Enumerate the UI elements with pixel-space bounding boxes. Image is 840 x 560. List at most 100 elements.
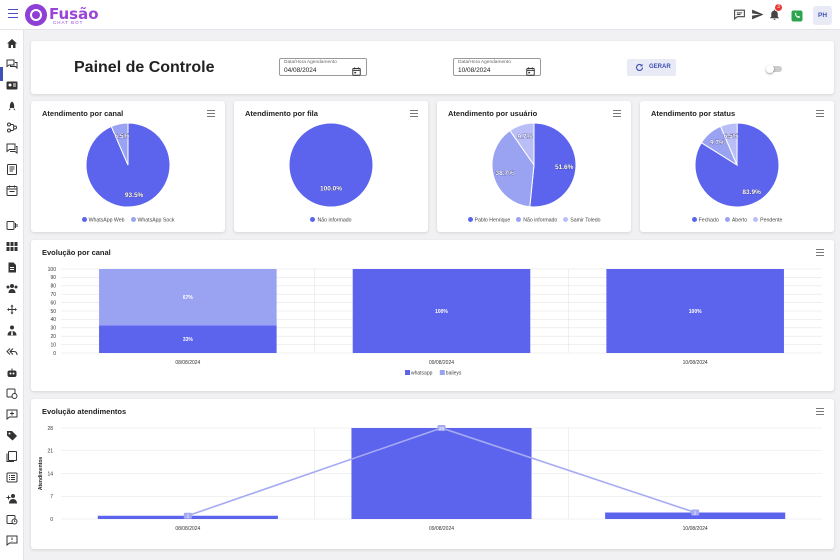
pie-card: Atendimento por status 83.9% 9.7% 6.5% Fecha… [640,101,834,232]
legend-item[interactable]: Não informado [516,217,557,224]
y-tick-label: 28 [47,426,53,432]
send-icon[interactable] [751,8,764,21]
toggle-switch[interactable] [766,64,782,73]
home-icon[interactable] [6,38,18,49]
pie-data-label: 83.9% [742,189,761,196]
pie-data-label: 6.5% [114,133,129,140]
chart-menu-icon[interactable] [613,110,621,117]
chart-menu-icon[interactable] [816,249,824,256]
pie-slice[interactable] [288,122,374,208]
y-tick-label: 100 [48,267,57,273]
brand-name: Fusão [49,5,99,23]
file-icon[interactable] [6,262,18,273]
schedule-icon[interactable] [6,388,18,399]
flow-icon[interactable] [6,122,18,133]
chart-menu-icon[interactable] [207,110,215,117]
pie-data-label: 93.5% [125,192,144,199]
x-tick-label: 08/08/2024 [175,526,200,532]
y-axis-label: Atendimentos [38,457,44,491]
bar[interactable] [605,512,786,520]
clock-icon[interactable] [6,514,18,525]
legend-label: Pablo Henrique [474,217,511,224]
robot-icon[interactable] [6,367,18,378]
chat-bubbles-icon[interactable] [6,59,18,70]
y-tick-label: 21 [47,449,53,455]
bell-icon[interactable] [768,8,781,21]
channel-evolution-title: Evolução por canal [42,248,111,257]
point-data-label: 28 [439,426,445,431]
pie-chart: 51.6% 38.7% 9.7% [491,122,577,208]
chat-icon[interactable] [733,8,746,21]
document-icon[interactable] [6,164,18,175]
pie-legend: WhatsApp Web WhatsApp Sock [31,217,225,224]
legend-marker [691,217,697,222]
move-icon[interactable] [6,304,18,315]
pie-chart: 83.9% 9.7%6.5% [694,122,780,208]
notes-icon[interactable] [6,451,18,462]
bar-data-label: 100% [689,309,702,315]
bar[interactable] [99,325,277,353]
comment-add-icon[interactable] [6,409,18,420]
whatsapp-icon[interactable] [791,9,803,22]
chart-menu-icon[interactable] [410,110,418,117]
filter-card [31,41,834,94]
chart-menu-icon[interactable] [816,408,824,415]
users-icon[interactable] [6,283,18,294]
legend-item[interactable]: WhatsApp Sock [130,217,174,224]
bar[interactable] [99,269,277,326]
legend-item[interactable]: Fechado [691,217,719,224]
pie-slice[interactable] [491,129,535,208]
user-add-icon[interactable] [6,493,18,504]
menu-icon[interactable] [8,9,18,21]
point-data-label: 2 [694,510,697,515]
devices-icon[interactable] [6,220,18,231]
bar[interactable] [606,269,784,353]
legend-item[interactable]: Pablo Henrique [467,217,511,224]
bar[interactable] [352,269,531,353]
pie-slice[interactable] [719,122,738,166]
legend-item[interactable]: Aberto [724,217,747,224]
calendar-icon[interactable] [6,185,18,196]
list-icon[interactable] [6,472,18,483]
pie-legend: Fechado Aberto Pendente [640,217,834,224]
message-queue-icon[interactable] [6,143,18,154]
user-tie-icon[interactable] [6,325,18,336]
legend-marker[interactable] [439,370,445,375]
grid-icon[interactable] [6,241,18,252]
start-date-field[interactable]: Data/Hora Agendamento 04/08/2024 [279,58,367,76]
contact-card-icon[interactable] [6,80,18,91]
start-date-value[interactable]: 04/08/2024 [284,67,317,74]
end-date-field[interactable]: Data/Hora Agendamento 10/08/2024 [453,58,541,76]
page-title: Painel de Controle [74,59,215,76]
legend-marker[interactable] [405,370,410,375]
pie-data-label: 9.7% [710,140,725,147]
y-tick-label: 0 [53,351,56,357]
pie-card: Atendimento por fila 100.0% Não informado [234,101,428,232]
pie-card-title: Atendimento por canal [42,109,124,118]
refresh-icon [635,63,644,71]
y-tick-label: 90 [50,275,56,281]
reply-all-icon[interactable] [6,346,18,357]
pie-slice[interactable] [529,122,577,208]
avatar[interactable]: PH [813,6,832,25]
tag-icon[interactable] [6,430,18,441]
pie-slice[interactable] [509,122,535,167]
bar[interactable] [351,428,532,519]
y-tick-label: 14 [47,471,53,477]
chart-menu-icon[interactable] [816,110,824,117]
support-icon[interactable] [6,535,18,546]
legend-item[interactable]: WhatsApp Web [81,217,125,224]
pie-chart: 100.0% [288,122,374,208]
legend-item[interactable]: Samir Toledo [563,217,600,224]
legend-item[interactable]: Pendente [753,217,782,224]
legend-item[interactable]: Não informado [310,217,352,224]
calendar-icon[interactable] [526,63,535,76]
calendar-icon[interactable] [352,63,361,76]
pie-slice[interactable] [110,122,129,166]
pie-data-label: 100.0% [320,186,342,193]
rocket-icon[interactable] [6,101,18,112]
pie-card-title: Atendimento por fila [245,109,318,118]
pie-data-label: 51.6% [555,164,574,171]
end-date-value[interactable]: 10/08/2024 [458,67,491,74]
generate-button[interactable]: GERAR [627,59,676,76]
